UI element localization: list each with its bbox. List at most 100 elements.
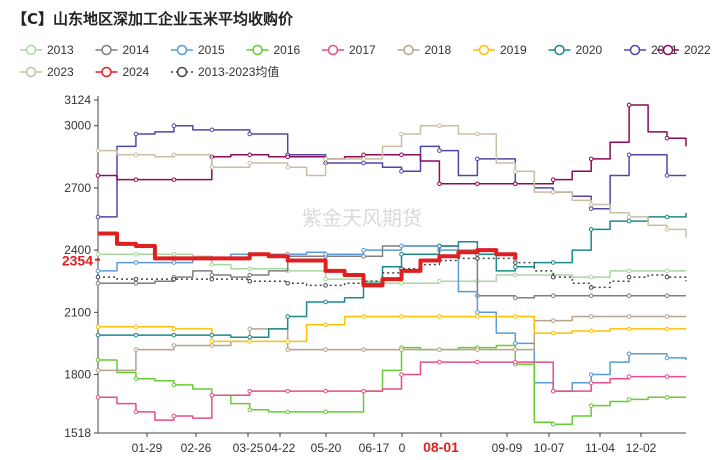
y-tick-label: 3124 (64, 93, 91, 107)
series-point (664, 268, 670, 274)
legend-label: 2017 (349, 43, 376, 57)
series-point (550, 189, 556, 195)
x-tick-label: 05-20 (311, 441, 342, 455)
series-point (247, 334, 253, 340)
series-point (323, 347, 328, 352)
series-point (664, 173, 670, 178)
series-point (323, 388, 328, 394)
series-point (95, 324, 101, 330)
series-point (626, 326, 632, 332)
series-point (133, 409, 139, 415)
series-point (399, 169, 404, 174)
series-point (133, 260, 139, 265)
series-point (95, 268, 101, 274)
y-tick-label: 3000 (64, 119, 91, 133)
legend-label: 2016 (274, 43, 301, 57)
series-point (512, 295, 518, 301)
legend-label: 2019 (500, 43, 527, 57)
x-tick-label: 02-26 (181, 441, 212, 455)
series-point (437, 347, 442, 352)
series-point (285, 347, 290, 352)
y-tick-label: 2400 (64, 243, 91, 257)
series-point (95, 251, 101, 257)
series-point (323, 251, 328, 257)
series-point (171, 152, 177, 158)
watermark: 紫金天风期货 (302, 206, 422, 230)
series-point (95, 332, 101, 338)
legend-marker (176, 44, 188, 56)
series-point (171, 123, 177, 129)
series-point (171, 276, 177, 282)
series-point (550, 318, 556, 323)
legend-marker (252, 44, 263, 56)
series-point (171, 413, 177, 419)
series-point (550, 388, 556, 394)
y-axis: 1518 1800 2100 2400 2700 3000 3124 (64, 93, 99, 440)
series-point (133, 251, 139, 257)
series-point (247, 407, 253, 413)
series-point (664, 374, 670, 379)
x-tick-label: 11-04 (585, 441, 615, 455)
series-point (437, 243, 442, 249)
series-point (626, 274, 632, 280)
legend-marker (101, 44, 112, 56)
series-point (626, 397, 632, 402)
series-point (133, 324, 139, 330)
series-point (133, 131, 139, 137)
series-point (95, 173, 101, 178)
legend-marker (25, 44, 37, 56)
series-point (133, 276, 139, 282)
series-point (399, 314, 404, 319)
series-point (323, 156, 328, 162)
x-tick-label-highlight: 08-01 (423, 439, 459, 455)
x-tick-label: 10-07 (534, 441, 565, 455)
series-point (437, 181, 442, 187)
series-point (664, 326, 670, 332)
series-point (664, 274, 670, 280)
x-tick-label: 0 (399, 441, 406, 455)
series-point (588, 285, 594, 290)
series-point (664, 293, 670, 299)
series-point (475, 314, 480, 319)
legend-label: 2022 (684, 43, 711, 57)
series-point (95, 148, 101, 153)
series-point (247, 152, 253, 158)
series-point (475, 156, 480, 162)
series-point (285, 164, 290, 170)
y-tick-label: 1800 (64, 368, 91, 382)
series-line-2019 (98, 315, 686, 343)
series-point (209, 276, 215, 282)
series-point (399, 243, 404, 249)
series-point (588, 328, 594, 334)
series-point (209, 127, 215, 133)
series-point (361, 156, 366, 162)
series-point (437, 359, 442, 365)
legend-marker (101, 66, 112, 78)
series-point (95, 395, 101, 400)
series-point (95, 368, 101, 373)
series-point (550, 330, 556, 336)
series-point (171, 326, 177, 332)
series-point (285, 388, 290, 394)
series-point (550, 260, 556, 265)
series-point (171, 260, 177, 265)
series-point (323, 322, 328, 328)
series-point (626, 102, 632, 108)
series-point (95, 357, 101, 363)
legend-marker (554, 44, 565, 56)
chart-title: 【C】山东地区深加工企业玉米平均收购价 (12, 10, 294, 28)
legend-marker (629, 44, 641, 56)
legend: 2013201420152016201720182019202020212022… (20, 43, 711, 79)
series-point (247, 278, 253, 284)
legend-marker (403, 44, 414, 56)
series-point (512, 260, 518, 265)
series-point (512, 272, 518, 278)
series-point (285, 339, 290, 344)
series-point (550, 274, 556, 280)
series-point (550, 293, 556, 299)
series-point (133, 280, 139, 286)
series-point (475, 131, 480, 137)
legend-label: 2013-2023均值 (198, 64, 279, 79)
series-point (247, 160, 253, 166)
series-point (133, 332, 139, 338)
